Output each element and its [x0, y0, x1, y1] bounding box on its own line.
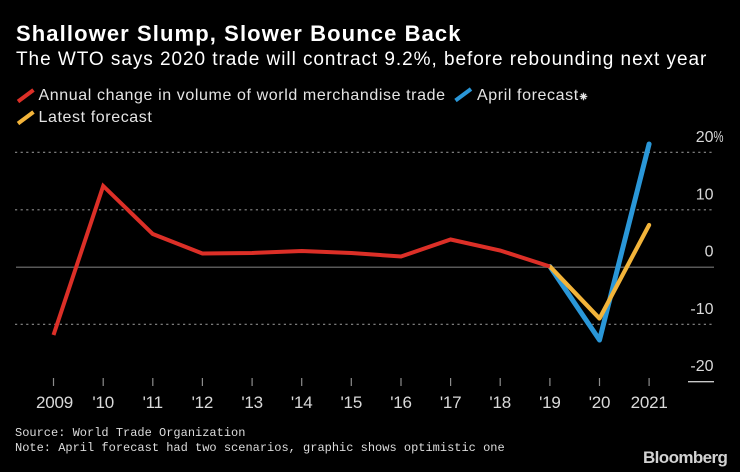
svg-text:'11: '11 — [143, 393, 163, 412]
svg-text:%: % — [714, 129, 724, 146]
svg-text:-10: -10 — [690, 301, 713, 318]
svg-text:20: 20 — [696, 129, 714, 146]
svg-text:'14: '14 — [291, 393, 313, 412]
svg-text:'17: '17 — [440, 393, 462, 412]
svg-text:'16: '16 — [390, 393, 412, 412]
svg-text:'18: '18 — [489, 393, 511, 412]
svg-text:2009: 2009 — [36, 393, 73, 412]
svg-text:'10: '10 — [92, 393, 114, 412]
svg-text:'19: '19 — [539, 393, 561, 412]
svg-text:2021: 2021 — [631, 393, 668, 412]
svg-text:-20: -20 — [690, 358, 713, 375]
svg-text:10: 10 — [696, 186, 714, 203]
svg-text:'12: '12 — [192, 393, 214, 412]
svg-text:'15: '15 — [341, 393, 363, 412]
svg-text:0: 0 — [705, 243, 714, 260]
svg-text:'13: '13 — [241, 393, 263, 412]
svg-text:'20: '20 — [589, 393, 611, 412]
